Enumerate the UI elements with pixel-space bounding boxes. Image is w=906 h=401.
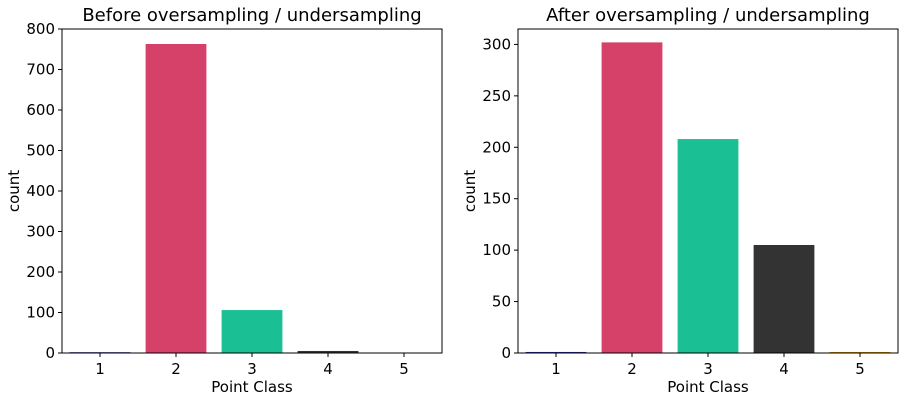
- y-tick-label: 50: [492, 293, 511, 311]
- x-axis-label: Point Class: [211, 378, 293, 396]
- y-axis-label: count: [461, 170, 479, 212]
- bar-class-2: [145, 43, 207, 354]
- bar-class-5: [829, 351, 891, 353]
- y-ticks: 0 100 200 300 400 500 600 700 800: [26, 20, 62, 362]
- y-tick-label: 200: [482, 138, 511, 156]
- chart-after: After oversampling / undersampling 05010…: [461, 5, 899, 396]
- y-tick-label: 250: [482, 87, 511, 105]
- x-tick-label: 2: [171, 360, 181, 378]
- bar-class-3: [221, 310, 283, 353]
- chart-title: Before oversampling / undersampling: [82, 5, 421, 26]
- x-tick-label: 2: [627, 360, 637, 378]
- bar-class-1: [525, 351, 587, 353]
- x-tick-label: 3: [703, 360, 713, 378]
- bar-class-3: [677, 139, 739, 353]
- y-tick-label: 0: [45, 344, 55, 362]
- y-axis-label: count: [5, 170, 23, 212]
- x-tick-label: 5: [855, 360, 865, 378]
- x-tick-label: 4: [323, 360, 333, 378]
- x-axis-label: Point Class: [667, 378, 749, 396]
- y-tick-label: 300: [482, 35, 511, 53]
- chart-title: After oversampling / undersampling: [546, 5, 870, 26]
- x-ticks: 1 2 3 4 5: [95, 353, 409, 378]
- plot-frame: [61, 28, 443, 354]
- bar-class-4: [297, 350, 359, 353]
- x-tick-label: 3: [247, 360, 257, 378]
- x-tick-label: 1: [95, 360, 105, 378]
- y-tick-label: 600: [26, 101, 55, 119]
- bar-class-4: [753, 245, 815, 353]
- bar-class-2: [601, 42, 663, 353]
- x-tick-label: 5: [399, 360, 409, 378]
- y-tick-label: 100: [482, 241, 511, 259]
- y-tick-label: 400: [26, 182, 55, 200]
- bars-group: [69, 43, 435, 354]
- y-tick-label: 700: [26, 61, 55, 79]
- y-tick-label: 500: [26, 142, 55, 160]
- bars-group: [525, 42, 891, 353]
- x-ticks: 1 2 3 4 5: [551, 353, 865, 378]
- y-ticks: 0 50 100 150 200 250 300: [482, 35, 518, 362]
- y-tick-label: 0: [501, 344, 511, 362]
- y-tick-label: 200: [26, 263, 55, 281]
- x-tick-label: 1: [551, 360, 561, 378]
- y-tick-label: 800: [26, 20, 55, 38]
- y-tick-label: 100: [26, 304, 55, 322]
- chart-before: Before oversampling / undersampling 0 100…: [5, 5, 443, 396]
- x-tick-label: 4: [779, 360, 789, 378]
- y-tick-label: 300: [26, 223, 55, 241]
- y-tick-label: 150: [482, 190, 511, 208]
